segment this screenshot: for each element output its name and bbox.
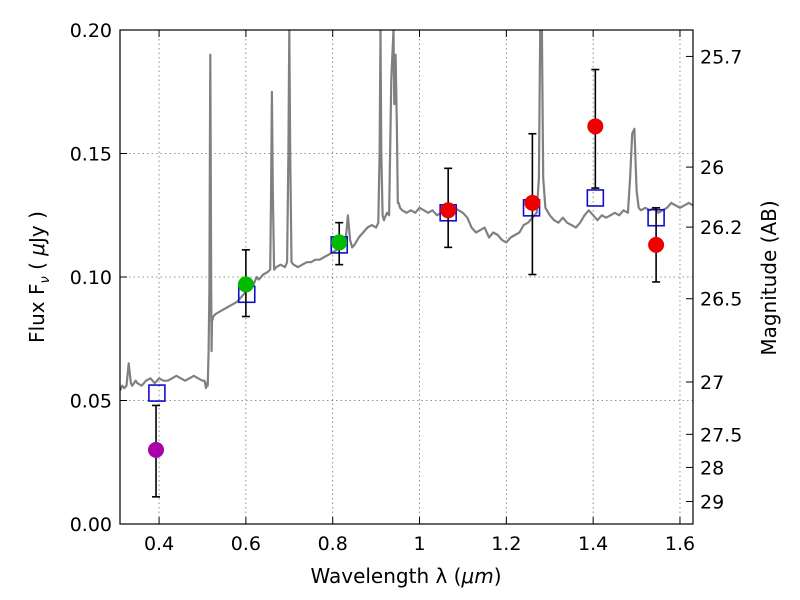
observed-point <box>440 202 457 219</box>
x-tick-label: 1.4 <box>578 533 608 555</box>
y-tick-label: 0.15 <box>70 144 112 166</box>
x-tick-label: 0.6 <box>231 533 261 555</box>
y2-axis: 25.7 26 26.2 26.5 27 27.5 28 29 <box>686 46 742 514</box>
y2-tick-label: 29 <box>700 492 724 514</box>
observed-point <box>587 118 604 135</box>
observed-point <box>648 236 665 253</box>
y-tick-label: 0.00 <box>70 514 112 536</box>
x-tick-label: 0.8 <box>318 533 348 555</box>
observed-point <box>524 194 541 211</box>
y-tick-label: 0.10 <box>70 267 112 289</box>
observed-point <box>237 276 254 293</box>
y2-tick-label: 27 <box>700 372 724 394</box>
x-tick-label: 1 <box>413 533 425 555</box>
x-tick-label: 1.6 <box>665 533 695 555</box>
y2-tick-label: 28 <box>700 457 724 479</box>
y-axis: 0.00 0.05 0.10 0.15 0.20 <box>70 20 127 536</box>
observed-point <box>148 441 165 458</box>
spectrum-line <box>120 30 693 392</box>
y2-tick-label: 27.5 <box>700 424 742 446</box>
model-box <box>586 189 605 207</box>
y-tick-label: 0.20 <box>70 20 112 42</box>
y2-tick-label: 26.5 <box>700 289 742 311</box>
model-boxes <box>148 189 665 402</box>
x-axis: 0.4 0.6 0.8 1 1.2 1.4 1.6 <box>144 30 695 555</box>
y-axis-label: Flux Fν ( μJy ) <box>25 211 53 343</box>
y-tick-label: 0.05 <box>70 391 112 413</box>
model-box <box>148 384 166 402</box>
x-tick-label: 0.4 <box>144 533 174 555</box>
observed-points <box>148 68 665 498</box>
grid <box>120 29 693 525</box>
y2-tick-label: 25.7 <box>700 46 742 68</box>
x-axis-label: Wavelength λ (μm) <box>310 564 501 588</box>
y2-tick-label: 26.2 <box>700 217 742 239</box>
observed-point <box>331 234 348 251</box>
template-spectrum <box>120 30 693 392</box>
y2-tick-label: 26 <box>700 157 724 179</box>
y2-axis-label: Magnitude (AB) <box>757 200 781 355</box>
x-tick-label: 1.2 <box>491 533 521 555</box>
